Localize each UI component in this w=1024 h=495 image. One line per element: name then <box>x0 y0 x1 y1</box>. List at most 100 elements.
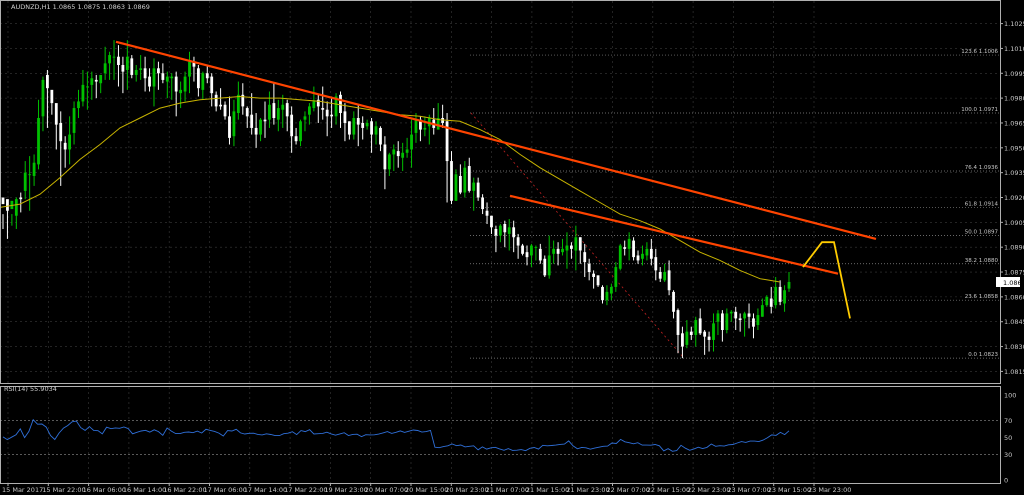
candle-bull <box>179 89 183 94</box>
candle-bear <box>330 114 334 117</box>
candle-bull <box>188 61 191 77</box>
candle-bear <box>50 89 54 104</box>
candle-bull <box>454 174 458 201</box>
price-tick-label: 1.0890 <box>1004 244 1024 252</box>
candle-bear <box>1 197 5 205</box>
time-tick-label: 22 Mar 07:00 <box>607 486 650 494</box>
time-tick-label: 21 Mar 07:00 <box>486 486 529 494</box>
candle-bull <box>614 267 618 287</box>
fibonacci-levels: 123.6 1.1006 100.0 1.0971 76.4 1.0936 61.8 … <box>470 49 1000 359</box>
candle-bear <box>339 94 342 114</box>
candle-bear <box>294 136 298 142</box>
candle-bull <box>565 245 569 251</box>
candle-bull <box>423 127 427 130</box>
candle-bear <box>94 79 98 82</box>
candle-bear <box>525 252 529 258</box>
candle-bull <box>108 55 111 64</box>
candle-bear <box>445 121 449 162</box>
candle-bear <box>623 247 627 249</box>
candle-bear <box>19 197 23 200</box>
candle-bear <box>578 237 582 251</box>
candle-bull <box>334 96 338 117</box>
candle-bear <box>592 273 596 277</box>
candle-bear <box>778 286 782 302</box>
candle-bull <box>308 106 311 115</box>
candle-bear <box>321 108 325 110</box>
candle-bear <box>601 286 604 301</box>
time-tick-label: 21 Mar 15:00 <box>526 486 569 494</box>
fibonacci-level-label: 61.8 1.0914 <box>965 201 999 207</box>
price-tick-label: 1.0920 <box>1004 194 1024 202</box>
candle-bear <box>441 118 445 123</box>
candle-bear <box>343 111 347 123</box>
candle-bull <box>618 245 622 269</box>
candle-bear <box>196 68 200 89</box>
candle-bear <box>148 76 151 87</box>
candle-bear <box>192 61 196 67</box>
candle-bull <box>725 313 729 330</box>
candle-bull <box>387 154 391 170</box>
candle-bear <box>290 114 294 137</box>
price-tick-label: 1.0815 <box>1004 368 1024 376</box>
fibonacci-level-label: 50.0 1.0897 <box>965 230 999 236</box>
current-price-label: 1.0869 <box>1003 279 1024 287</box>
fibonacci-level-label: 123.6 1.1006 <box>961 49 998 55</box>
candle-bull <box>312 101 316 109</box>
candle-bear <box>632 240 635 258</box>
time-tick-label: 17 Mar 06:00 <box>204 486 247 494</box>
candle-bull <box>90 78 94 85</box>
candle-bear <box>738 318 742 321</box>
candle-bear <box>752 318 755 327</box>
candle-bear <box>485 210 489 216</box>
candle-bear <box>379 127 382 145</box>
time-tick-label: 15 Mar 22:00 <box>42 486 85 494</box>
candle-bear <box>458 175 462 193</box>
candle-bull <box>405 149 409 153</box>
candle-bear <box>698 318 702 334</box>
candle-bull <box>99 74 103 84</box>
candle-bull <box>783 290 786 304</box>
candle-bull <box>68 134 72 150</box>
candle-bear <box>46 74 49 89</box>
candle-bear <box>205 73 209 79</box>
candle-bull <box>712 323 715 340</box>
candle-bull <box>139 68 143 70</box>
candle-bull <box>463 167 467 193</box>
candle-bear <box>272 103 276 118</box>
candle-bear <box>347 121 351 135</box>
candle-bull <box>268 104 271 120</box>
candle-bull <box>760 305 764 317</box>
candle-bull <box>414 119 418 133</box>
candle-bear <box>6 199 9 211</box>
price-tick-label: 1.0980 <box>1004 95 1024 103</box>
candle-bull <box>609 286 613 294</box>
candle-bear <box>219 104 222 107</box>
candle-bear <box>245 108 249 117</box>
candle-bear <box>419 119 422 130</box>
candle-bear <box>250 114 254 128</box>
candle-bull <box>498 225 502 236</box>
candle-bull <box>729 311 733 314</box>
candle-bull <box>436 118 440 130</box>
candle-bear <box>747 313 751 317</box>
candle-bull <box>77 101 80 109</box>
candle-bull <box>303 116 307 120</box>
projection-path <box>802 241 851 319</box>
candle-bull <box>410 134 413 150</box>
price-tick-label: 1.0935 <box>1004 169 1024 177</box>
time-tick-label: 19 Mar 23:00 <box>324 486 367 494</box>
candle-bear <box>121 65 125 72</box>
candle-bull <box>774 286 778 306</box>
candle-bear <box>467 166 471 191</box>
candle-bear <box>117 56 120 65</box>
candle-bear <box>130 58 134 75</box>
trendlines <box>115 40 877 319</box>
candle-bull <box>645 248 649 256</box>
candle-bull <box>165 76 169 82</box>
time-tick-label: 16 Mar 22:00 <box>163 486 206 494</box>
candle-bull <box>37 118 40 165</box>
candle-bull <box>81 84 85 102</box>
